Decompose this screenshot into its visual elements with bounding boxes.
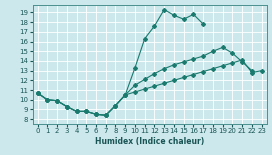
X-axis label: Humidex (Indice chaleur): Humidex (Indice chaleur) xyxy=(95,137,204,146)
